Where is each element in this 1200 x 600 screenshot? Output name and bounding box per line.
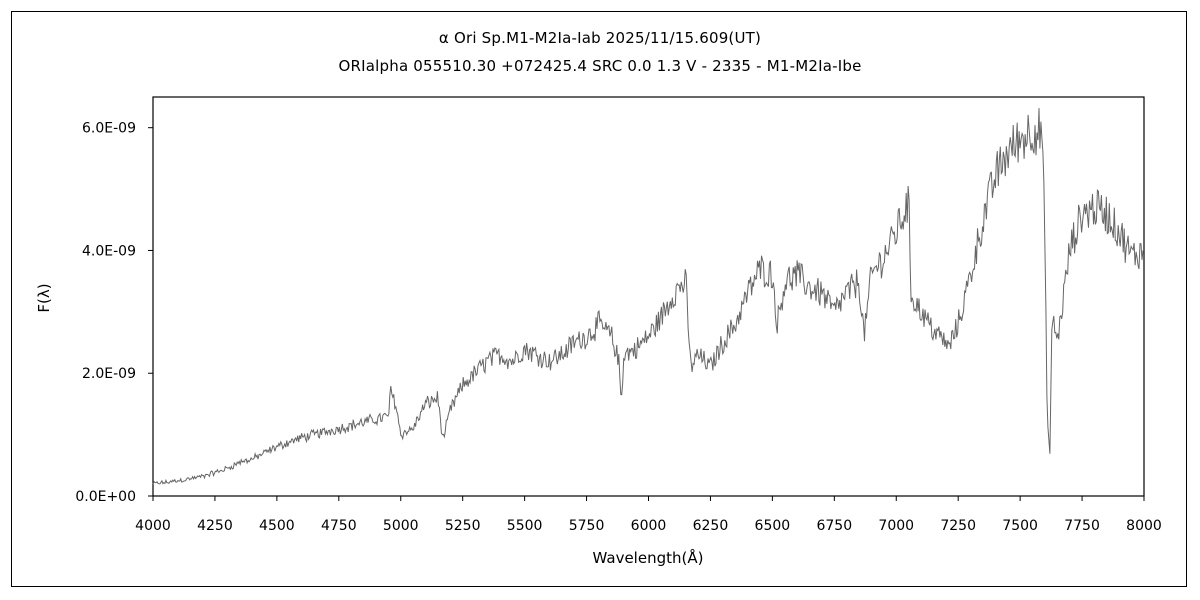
x-tick-label: 6750 [816, 518, 852, 534]
plot-area [152, 96, 1145, 497]
x-tick-label: 5500 [507, 518, 543, 534]
x-tick-label: 4000 [135, 518, 171, 534]
y-tick-label: 2.0E-09 [82, 366, 136, 382]
x-axis: 4000 4250 4500 4750 5000 5250 5500 5750 6000 6250… [135, 496, 1162, 534]
spectrum-line [152, 108, 1144, 485]
x-tick-label: 5250 [445, 518, 481, 534]
y-tick-label: 4.0E-09 [82, 243, 136, 259]
x-tick-label: 6000 [631, 518, 667, 534]
x-tick-label: 8000 [1126, 518, 1162, 534]
x-tick-label: 7250 [940, 518, 976, 534]
x-tick-label: 4250 [197, 518, 233, 534]
x-tick-label: 7500 [1002, 518, 1038, 534]
x-tick-label: 5750 [569, 518, 605, 534]
x-tick-label: 7750 [1064, 518, 1100, 534]
chart-subtitle: ORIalpha 055510.30 +072425.4 SRC 0.0 1.3… [338, 57, 862, 75]
y-axis-title: F(λ) [35, 283, 53, 312]
chart-title: α Ori Sp.M1-M2Ia-Iab 2025/11/15.609(UT) [438, 29, 762, 47]
x-tick-label: 4750 [321, 518, 357, 534]
x-axis-title: Wavelength(Å) [593, 548, 704, 567]
y-axis: 0.0E+00 2.0E-09 4.0E-09 6.0E-09 [75, 121, 153, 505]
x-tick-label: 5000 [383, 518, 419, 534]
y-tick-label: 0.0E+00 [75, 489, 136, 505]
y-tick-label: 6.0E-09 [82, 121, 136, 137]
x-tick-label: 6250 [693, 518, 729, 534]
x-tick-label: 6500 [755, 518, 791, 534]
x-tick-label: 4500 [259, 518, 295, 534]
x-tick-label: 7000 [878, 518, 914, 534]
